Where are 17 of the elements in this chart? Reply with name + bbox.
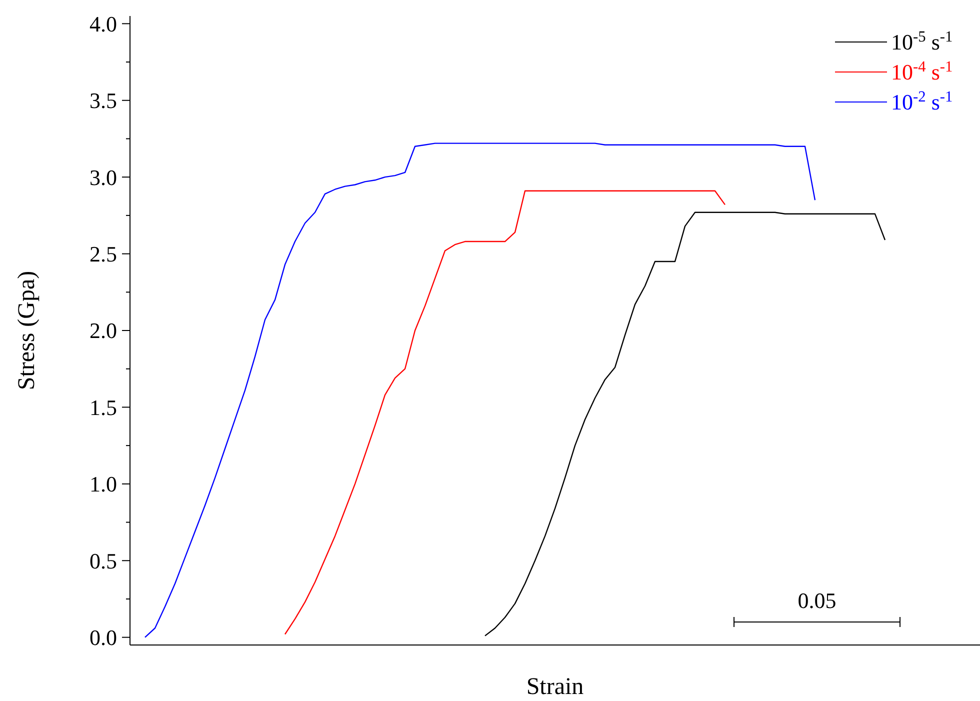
legend-label: 10$^{-4}$ s$^{-1}$ bbox=[891, 58, 953, 85]
y-tick-label: 4.0 bbox=[90, 11, 117, 36]
line-series bbox=[284, 190, 726, 635]
y-tick-label: 3.0 bbox=[90, 164, 117, 190]
legend-label: 10$^{-2}$ s$^{-1}$ bbox=[891, 88, 953, 115]
x-axis-title: Strain bbox=[526, 674, 584, 700]
y-tick-label: 2.5 bbox=[90, 241, 117, 266]
y-tick-label: 3.5 bbox=[90, 88, 117, 114]
y-tick-label: 1.0 bbox=[90, 472, 117, 497]
annotation: 0.05 bbox=[798, 588, 836, 613]
y-axis-title: Stress (Gpa) bbox=[14, 270, 40, 390]
y-tick-label: 2.0 bbox=[90, 318, 117, 344]
legend-label: 10$^{-5}$ s$^{-1}$ bbox=[891, 28, 953, 55]
y-tick-label: 0.5 bbox=[90, 548, 117, 574]
y-tick-label: 1.5 bbox=[90, 394, 117, 420]
line-series bbox=[484, 212, 886, 636]
y-tick-label: 0.0 bbox=[90, 625, 117, 650]
